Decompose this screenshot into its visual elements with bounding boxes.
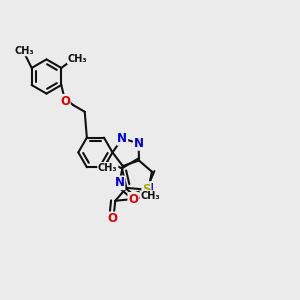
- Text: N: N: [134, 137, 144, 150]
- Text: CH₃: CH₃: [14, 46, 34, 56]
- Text: S: S: [142, 183, 151, 196]
- Text: N: N: [115, 176, 124, 189]
- Text: O: O: [128, 193, 138, 206]
- Text: N: N: [144, 182, 154, 195]
- Text: CH₃: CH₃: [98, 163, 118, 173]
- Text: CH₃: CH₃: [140, 191, 160, 201]
- Text: O: O: [108, 212, 118, 225]
- Text: O: O: [60, 95, 70, 108]
- Text: CH₃: CH₃: [68, 54, 87, 64]
- Text: N: N: [117, 132, 127, 145]
